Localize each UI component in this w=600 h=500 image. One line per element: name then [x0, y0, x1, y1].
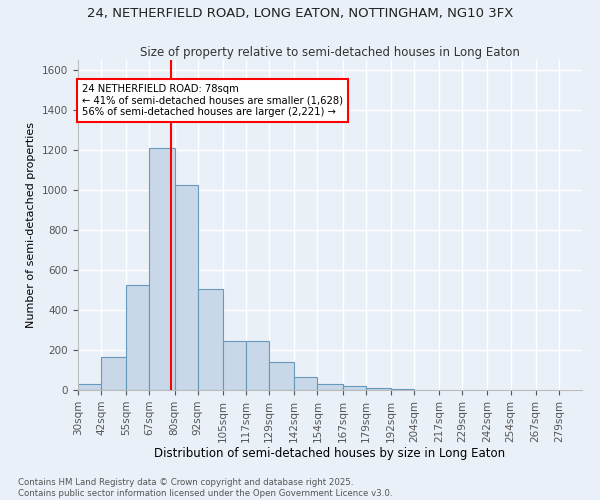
Title: Size of property relative to semi-detached houses in Long Eaton: Size of property relative to semi-detach…: [140, 46, 520, 59]
Bar: [366, 388, 391, 390]
Bar: [317, 384, 343, 390]
Bar: [391, 389, 414, 390]
X-axis label: Distribution of semi-detached houses by size in Long Eaton: Distribution of semi-detached houses by …: [154, 448, 506, 460]
Text: Contains HM Land Registry data © Crown copyright and database right 2025.
Contai: Contains HM Land Registry data © Crown c…: [18, 478, 392, 498]
Bar: [126, 285, 149, 390]
Bar: [198, 289, 223, 390]
Bar: [101, 357, 126, 390]
Bar: [78, 384, 101, 390]
Bar: [175, 185, 198, 390]
Text: 24, NETHERFIELD ROAD, LONG EATON, NOTTINGHAM, NG10 3FX: 24, NETHERFIELD ROAD, LONG EATON, NOTTIN…: [87, 8, 513, 20]
Bar: [246, 341, 269, 390]
Bar: [343, 386, 366, 390]
Text: 24 NETHERFIELD ROAD: 78sqm
← 41% of semi-detached houses are smaller (1,628)
56%: 24 NETHERFIELD ROAD: 78sqm ← 41% of semi…: [82, 84, 343, 117]
Bar: [223, 341, 246, 390]
Bar: [269, 362, 294, 390]
Bar: [149, 148, 175, 390]
Bar: [294, 377, 317, 390]
Y-axis label: Number of semi-detached properties: Number of semi-detached properties: [26, 122, 37, 328]
